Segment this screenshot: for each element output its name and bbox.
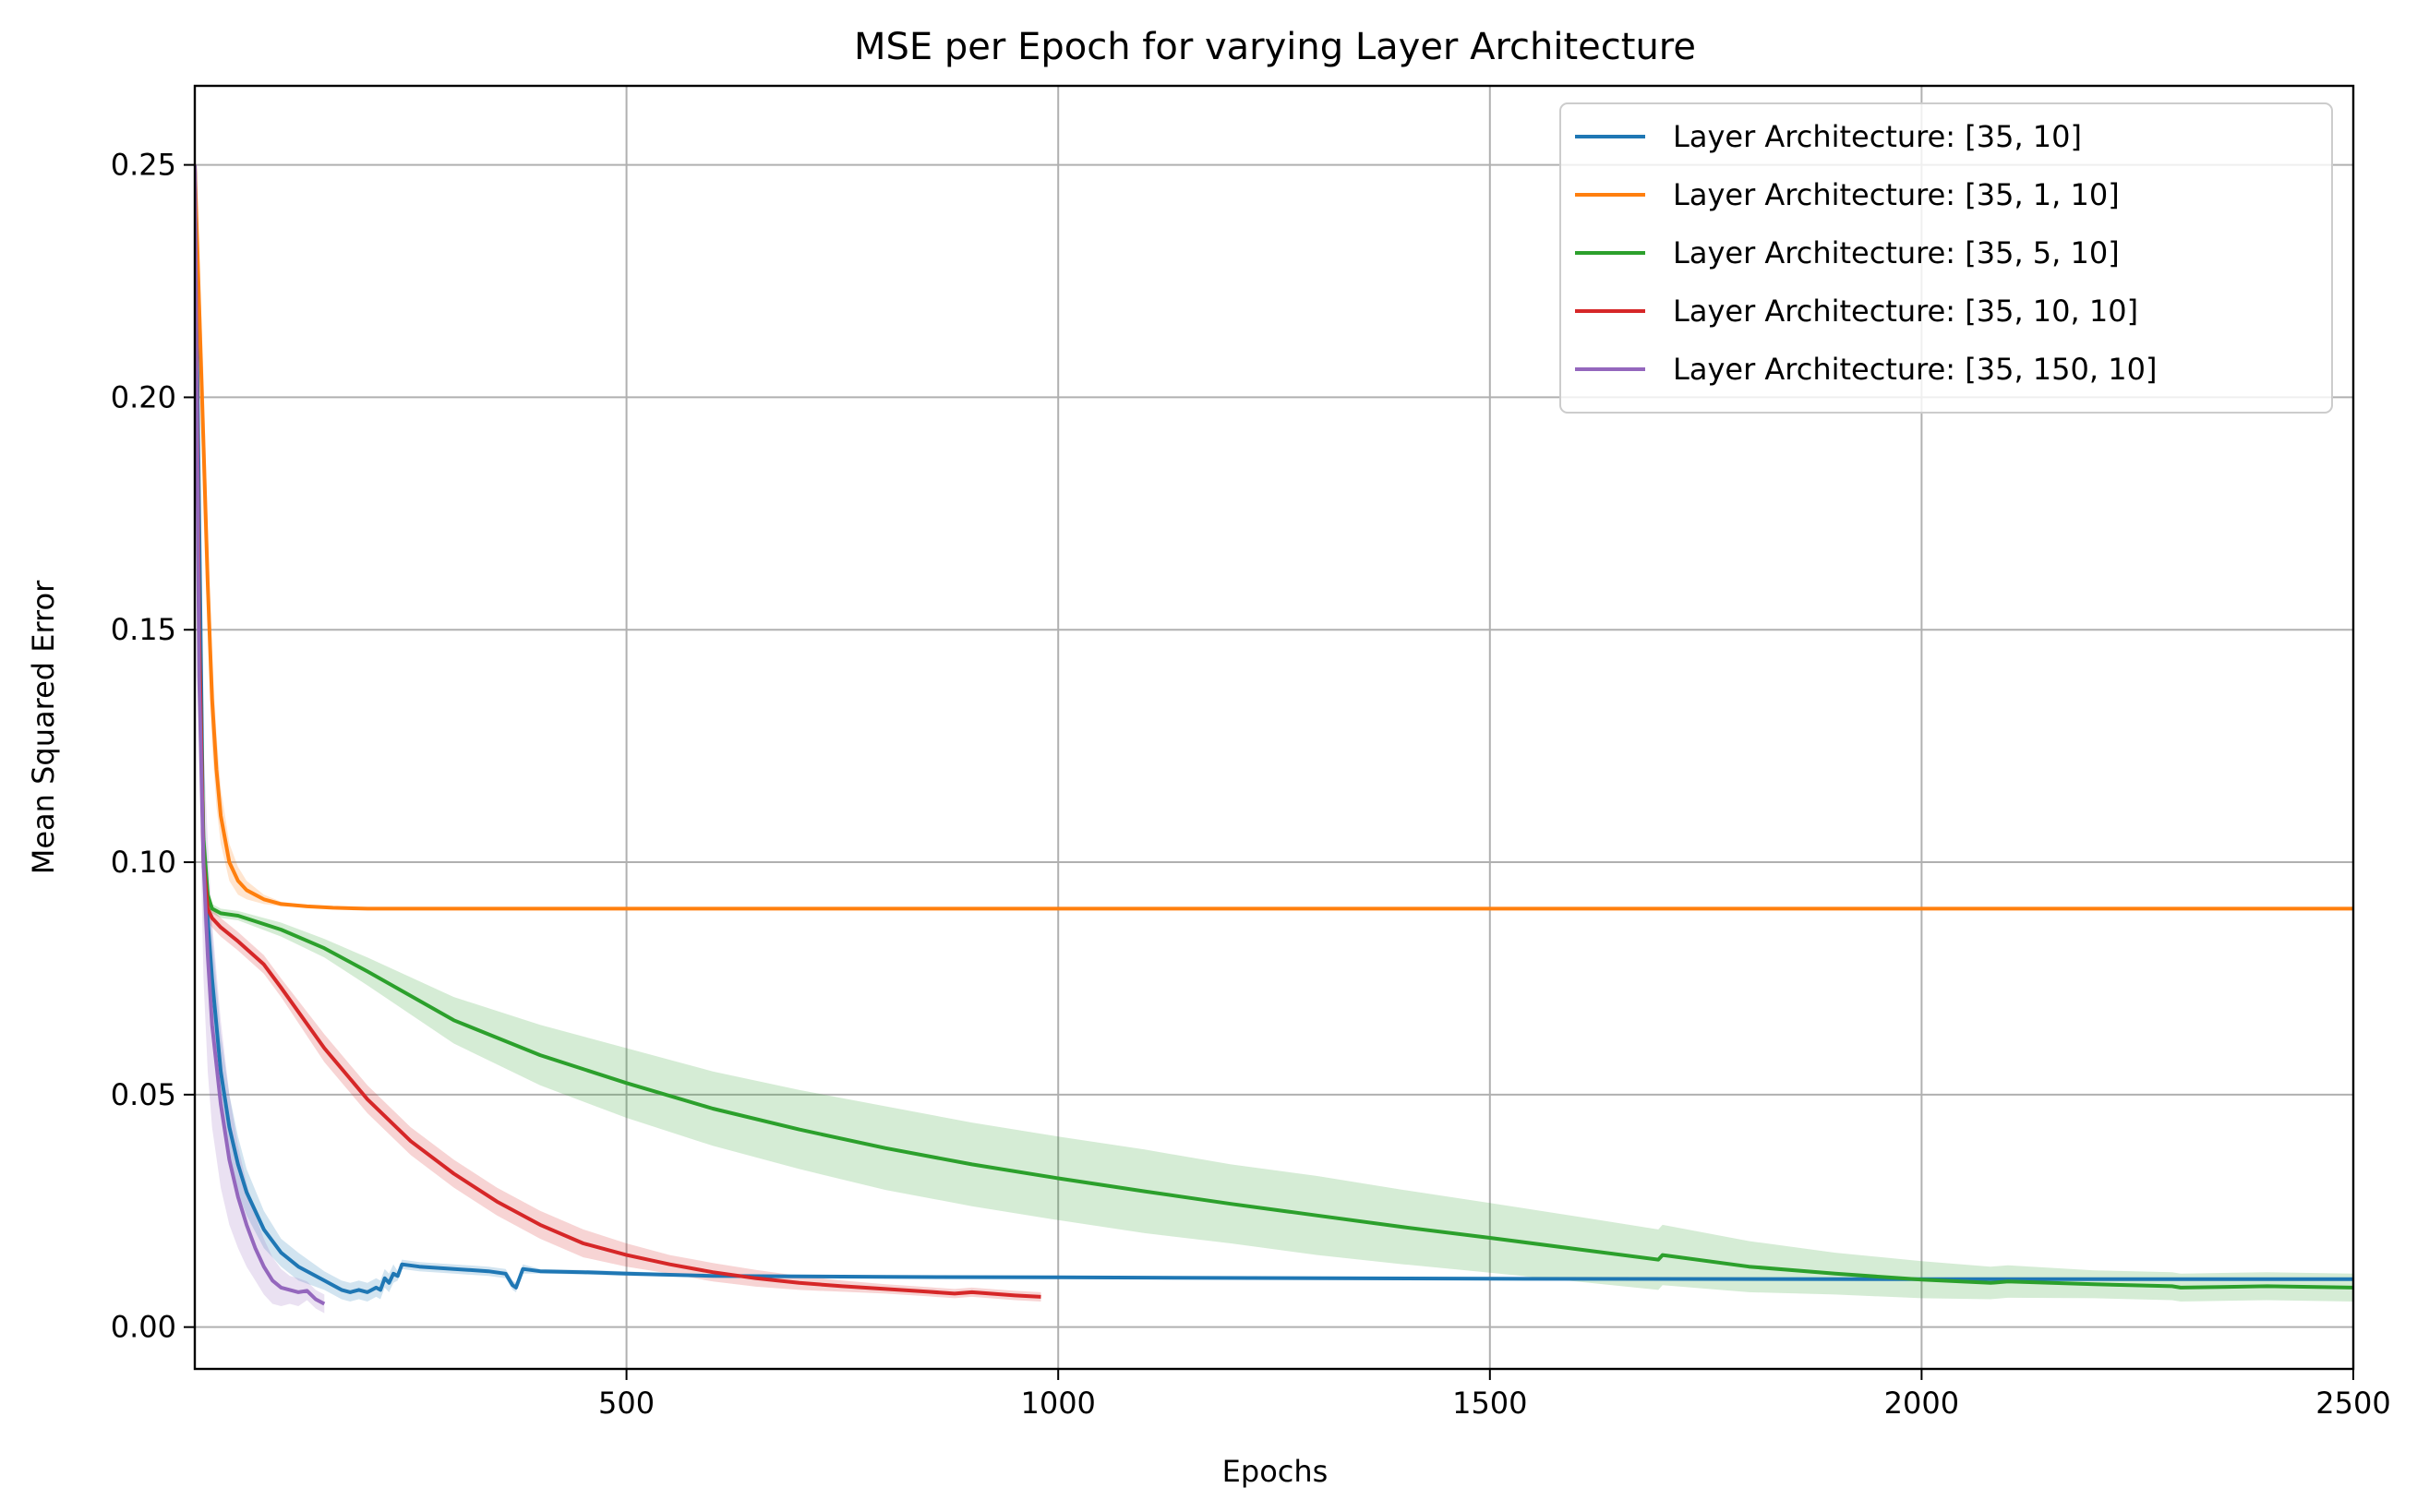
legend-label-2: Layer Architecture: [35, 5, 10] [1673,235,2120,270]
y-tick-label: 0.05 [111,1077,176,1112]
series-line-2 [195,164,2353,1290]
y-tick-label: 0.15 [111,612,176,647]
chart-title: MSE per Epoch for varying Layer Architec… [854,26,1696,68]
legend-label-3: Layer Architecture: [35, 10, 10] [1673,294,2138,329]
series-line-0 [195,164,2353,1294]
series-line-3 [195,164,1041,1299]
legend-label-4: Layer Architecture: [35, 150, 10] [1673,352,2157,387]
y-tick-label: 0.10 [111,845,176,880]
x-tick-label: 2500 [2315,1386,2390,1421]
y-tick-label: 0.20 [111,379,176,414]
x-tick-label: 1500 [1452,1386,1527,1421]
legend: Layer Architecture: [35, 10] Layer Archit… [1559,102,2333,414]
plot-frame [193,84,2355,1371]
x-tick-label: 500 [598,1386,655,1421]
x-tick-label: 2000 [1884,1386,1959,1421]
x-axis-label: Epochs [1222,1454,1329,1489]
series-line-1 [195,164,2353,911]
y-axis-label: Mean Squared Error [26,580,61,874]
y-axis-ticks: 0.00 0.05 0.10 0.15 0.20 0.25 [111,148,195,1345]
x-tick-label: 1000 [1020,1386,1095,1421]
legend-box [1559,102,2333,414]
legend-label-0: Layer Architecture: [35, 10] [1673,119,2082,154]
legend-label-1: Layer Architecture: [35, 1, 10] [1673,177,2120,212]
x-axis-ticks: 500 1000 1500 2000 2500 [598,1369,2391,1421]
series-line-4 [195,164,326,1306]
y-tick-label: 0.25 [111,148,176,183]
y-tick-label: 0.00 [111,1310,176,1345]
series-lines [195,164,2353,1306]
